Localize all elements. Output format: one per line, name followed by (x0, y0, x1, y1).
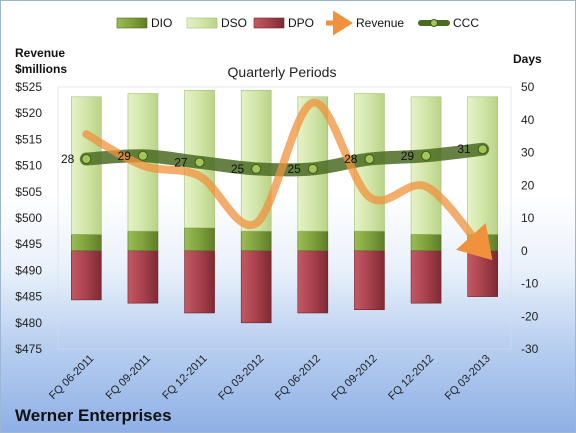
dpo-bar (410, 250, 442, 304)
ccc-point (307, 163, 318, 174)
legend-label: DSO (221, 16, 247, 30)
ccc-point (81, 154, 92, 165)
left-tick-label: $525 (15, 80, 42, 94)
right-tick-label: -20 (521, 309, 539, 323)
legend-swatch (253, 17, 285, 29)
ccc-data-label: 29 (401, 149, 415, 163)
right-tick-label: 50 (521, 80, 535, 94)
legend-label: DIO (151, 16, 172, 30)
left-tick-label: $515 (15, 132, 42, 146)
ccc-point (137, 150, 148, 161)
left-tick-label: $505 (15, 185, 42, 199)
right-tick-label: 0 (521, 244, 528, 258)
left-tick-label: $475 (15, 342, 42, 356)
right-tick-label: 10 (521, 211, 535, 225)
category-label: FQ 03-2013 (443, 353, 493, 403)
plot-area (57, 86, 512, 350)
ccc-data-label: 28 (344, 152, 358, 166)
right-tick-label: 20 (521, 178, 535, 192)
ccc-point (364, 154, 375, 165)
dpo-bar (467, 250, 498, 297)
dio-bar (184, 227, 215, 252)
ccc-data-label: 25 (231, 162, 245, 176)
ccc-data-label: 25 (287, 162, 301, 176)
revenue-line (82, 98, 493, 261)
dso-bar (71, 96, 102, 235)
legend-label: CCC (453, 16, 479, 30)
dio-bar (240, 230, 272, 252)
dpo-bar (240, 250, 272, 324)
left-axis-title-line2: $millions (15, 62, 67, 76)
ccc-data-label: 31 (457, 142, 471, 156)
dio-bar (354, 230, 385, 252)
left-tick-label: $480 (15, 316, 42, 330)
ccc-point (194, 157, 205, 168)
left-tick-label: $485 (15, 290, 42, 304)
dpo-bar (71, 250, 102, 301)
dpo-bar (297, 250, 329, 314)
category-label: FQ 12-2011 (160, 353, 209, 402)
ccc-point (477, 144, 488, 155)
right-tick-label: 30 (521, 146, 535, 160)
legend-label: DPO (288, 16, 314, 30)
right-tick-label: -10 (521, 277, 539, 291)
left-axis-title-line1: Revenue (15, 46, 65, 60)
left-tick-label: $495 (15, 237, 42, 251)
ccc-point (421, 150, 432, 161)
category-label: FQ 03-2012 (216, 353, 266, 403)
dpo-bar (354, 250, 385, 311)
left-tick-label: $500 (15, 211, 42, 225)
category-label: FQ 12-2012 (386, 353, 436, 403)
right-axis-title: Days (513, 52, 542, 66)
dio-bar (410, 234, 442, 252)
company-name: Werner Enterprises (15, 406, 172, 425)
legend-label: Revenue (356, 16, 404, 30)
category-label: FQ 09-2012 (330, 353, 380, 403)
dso-bar (467, 96, 498, 235)
left-tick-label: $520 (15, 106, 42, 120)
ccc-point (251, 163, 262, 174)
ccc-data-label: 29 (118, 149, 132, 163)
legend-swatch (186, 17, 218, 29)
right-tick-label: 40 (521, 113, 535, 127)
dio-bar (71, 234, 102, 252)
left-tick-label: $510 (15, 159, 42, 173)
dio-bar (127, 230, 159, 252)
category-label: FQ 09-2011 (104, 353, 153, 402)
ccc-data-label: 28 (61, 152, 75, 166)
legend-marker (430, 19, 438, 27)
left-tick-label: $490 (15, 263, 42, 277)
legend-swatch (116, 17, 148, 29)
category-label: FQ 06-2011 (47, 353, 96, 402)
dpo-bar (184, 250, 215, 314)
category-label: FQ 06-2012 (273, 353, 323, 403)
dpo-bar (127, 250, 159, 304)
right-tick-label: -30 (521, 342, 539, 356)
dio-bar (297, 230, 329, 252)
dso-bar (410, 96, 442, 235)
ccc-data-label: 27 (174, 155, 188, 169)
chart-title: Quarterly Periods (228, 64, 337, 80)
